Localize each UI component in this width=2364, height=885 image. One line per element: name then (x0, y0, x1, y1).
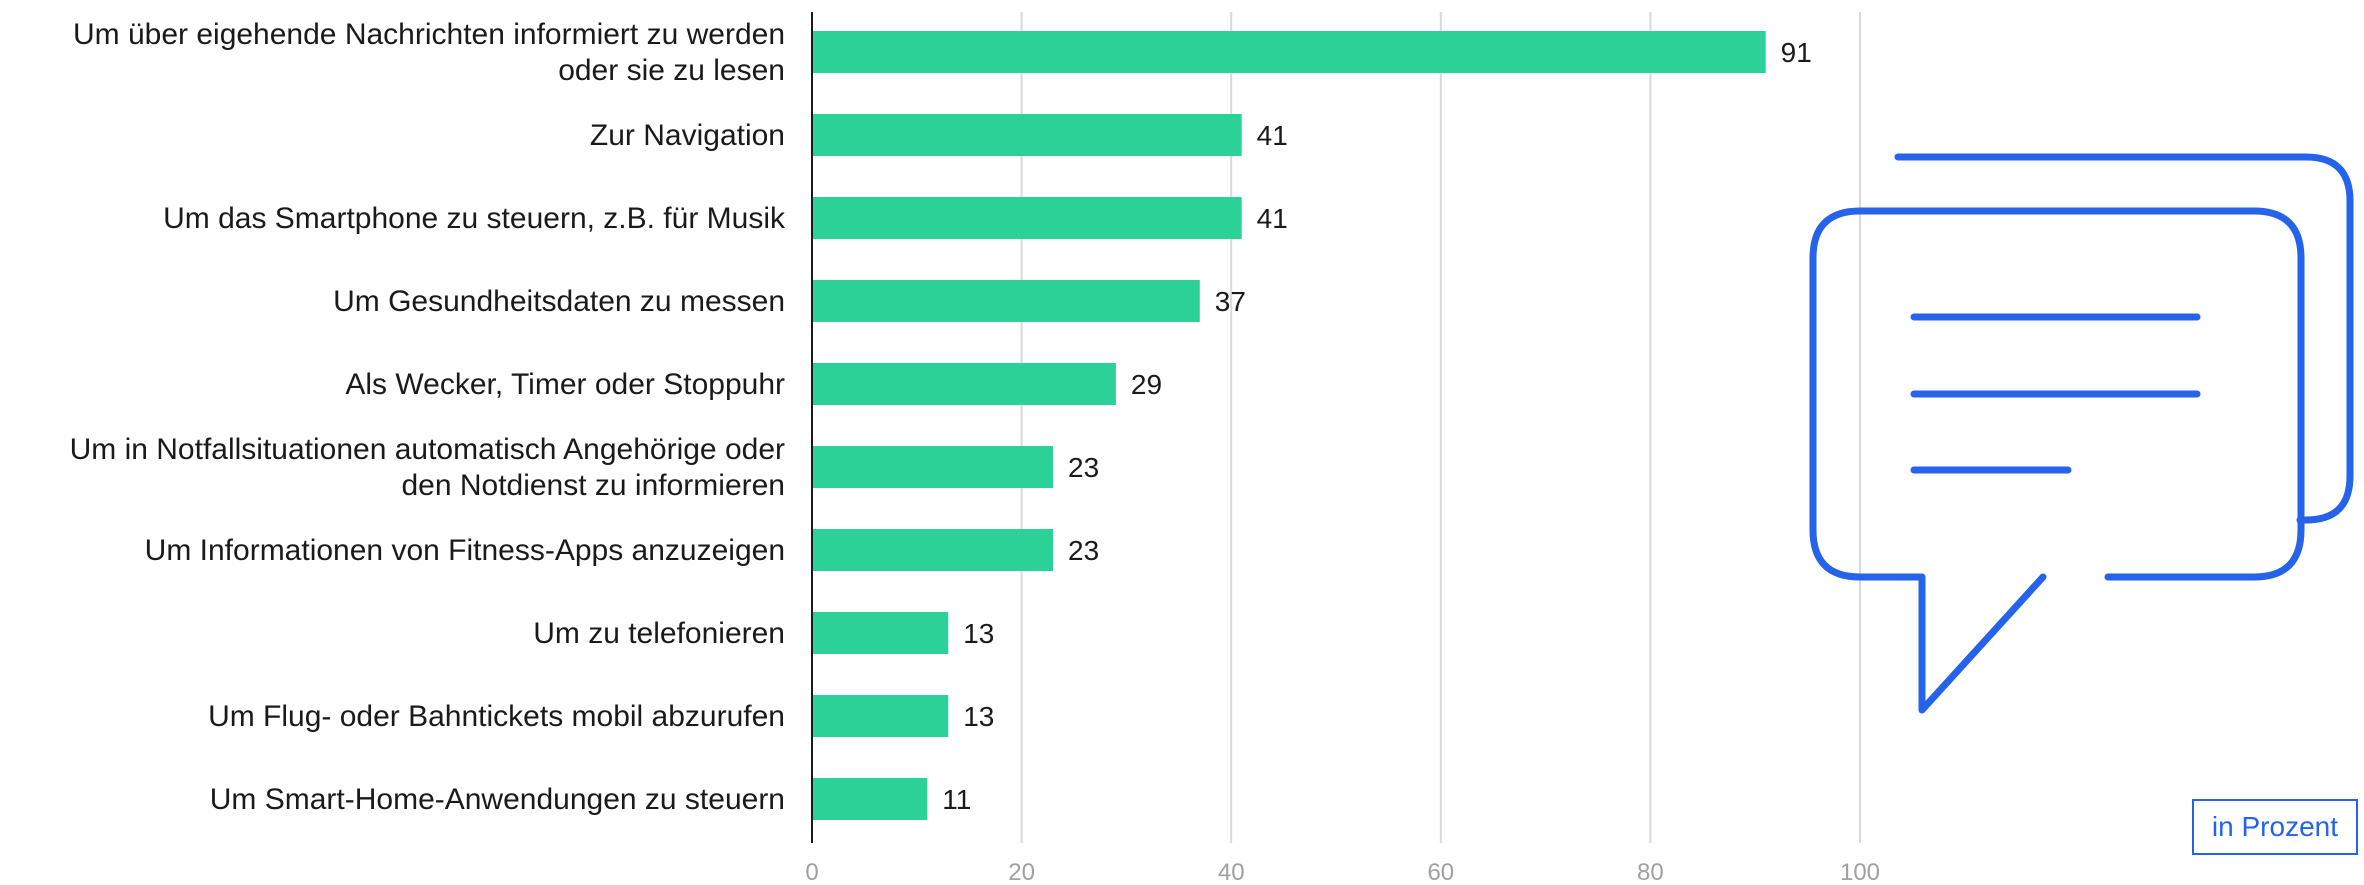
bar-value-label: 11 (942, 784, 971, 815)
x-tick-label: 100 (1840, 859, 1880, 885)
back-bubble-outline (1894, 153, 2354, 524)
category-label: Um Gesundheitsdaten zu messen (333, 285, 785, 318)
category-label: Als Wecker, Timer oder Stoppuhr (345, 368, 785, 401)
bar (812, 529, 1054, 571)
category-labels: Um über eigehende Nachrichten informiert… (70, 18, 786, 816)
bar-value-label: 41 (1257, 120, 1288, 151)
unit-label: in Prozent (2191, 799, 2358, 855)
bar (812, 363, 1116, 405)
category-label: Um über eigehende Nachrichten informiert… (73, 18, 785, 51)
front-bubble-outline (1809, 207, 2305, 714)
category-label: Um Informationen von Fitness-Apps anzuze… (145, 534, 785, 567)
x-tick-label: 0 (805, 859, 818, 885)
bar-value-label: 13 (963, 701, 994, 732)
bar-value-label: 41 (1257, 203, 1288, 234)
bar (812, 114, 1242, 156)
x-tick-label: 60 (1427, 859, 1454, 885)
bar-value-label: 23 (1068, 535, 1099, 566)
x-tick-label: 20 (1008, 859, 1035, 885)
bar (812, 446, 1054, 488)
bar-value-label: 37 (1215, 286, 1246, 317)
x-tick-label: 80 (1637, 859, 1664, 885)
bar-value-label: 13 (963, 618, 994, 649)
bar (812, 612, 949, 654)
bar-value-label: 23 (1068, 452, 1099, 483)
bar (812, 280, 1200, 322)
chat-bubbles-icon (1809, 153, 2354, 714)
x-axis-ticks: 0 20 40 60 80 100 (805, 859, 1880, 885)
category-label: Um das Smartphone zu steuern, z.B. für M… (163, 202, 786, 235)
bars (812, 31, 1766, 820)
bar (812, 778, 928, 820)
category-label: Um zu telefonieren (533, 617, 785, 650)
category-label: oder sie zu lesen (558, 54, 785, 87)
bar-value-label: 91 (1781, 37, 1812, 68)
category-label: Um Smart-Home-Anwendungen zu steuern (210, 783, 785, 816)
category-label: Um in Notfallsituationen automatisch Ang… (70, 433, 785, 466)
category-label: den Notdienst zu informieren (401, 469, 785, 502)
x-tick-label: 40 (1218, 859, 1245, 885)
category-label: Um Flug- oder Bahntickets mobil abzurufe… (208, 700, 785, 733)
bar-value-label: 29 (1131, 369, 1162, 400)
category-label: Zur Navigation (590, 119, 785, 152)
value-labels: 91 41 41 37 29 23 23 13 13 11 (942, 37, 1812, 815)
bar (812, 31, 1766, 73)
bar (812, 695, 949, 737)
bar (812, 197, 1242, 239)
